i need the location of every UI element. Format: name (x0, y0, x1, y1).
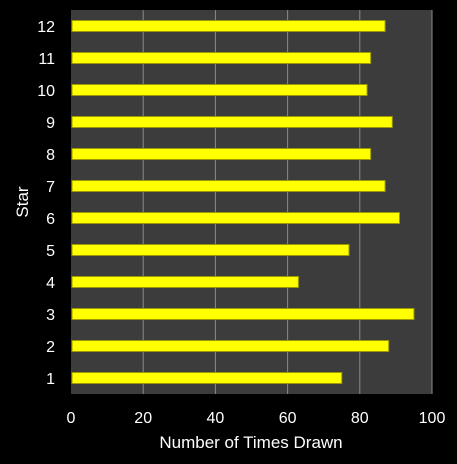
x-tick-label: 60 (279, 410, 297, 427)
x-tick-label: 0 (67, 410, 76, 427)
bar-star-7 (71, 180, 386, 192)
bars (71, 20, 415, 384)
gridlines (142, 10, 433, 394)
y-tick-label: 9 (46, 115, 55, 132)
bar-star-3 (71, 308, 415, 320)
y-tick-label: 1 (46, 371, 55, 388)
y-tick-label: 2 (46, 339, 55, 356)
bar-star-5 (71, 244, 350, 256)
y-tick-label: 12 (37, 19, 55, 36)
bar-star-9 (71, 116, 393, 128)
x-tick-label: 100 (419, 410, 446, 427)
bar-star-11 (71, 52, 372, 64)
y-axis-label: Star (13, 186, 32, 218)
plot-area (71, 10, 432, 394)
x-tick-labels: 0 20 40 60 80 100 (67, 410, 446, 427)
y-tick-label: 6 (46, 211, 55, 228)
bar-star-10 (71, 84, 368, 96)
bar-star-1 (71, 372, 343, 384)
bar-star-4 (71, 276, 299, 288)
bar-star-8 (71, 148, 372, 160)
y-tick-label: 3 (46, 307, 55, 324)
y-tick-label: 10 (37, 83, 55, 100)
y-tick-label: 8 (46, 147, 55, 164)
bar-star-2 (71, 340, 390, 352)
bar-star-12 (71, 20, 386, 32)
y-tick-label: 5 (46, 243, 55, 260)
x-tick-label: 20 (134, 410, 152, 427)
x-tick-label: 80 (351, 410, 369, 427)
x-tick-label: 40 (207, 410, 225, 427)
y-tick-label: 4 (46, 275, 55, 292)
y-tick-label: 11 (38, 51, 55, 68)
x-axis-label: Number of Times Drawn (159, 433, 342, 452)
y-tick-label: 7 (46, 179, 55, 196)
bar-star-6 (71, 212, 401, 224)
